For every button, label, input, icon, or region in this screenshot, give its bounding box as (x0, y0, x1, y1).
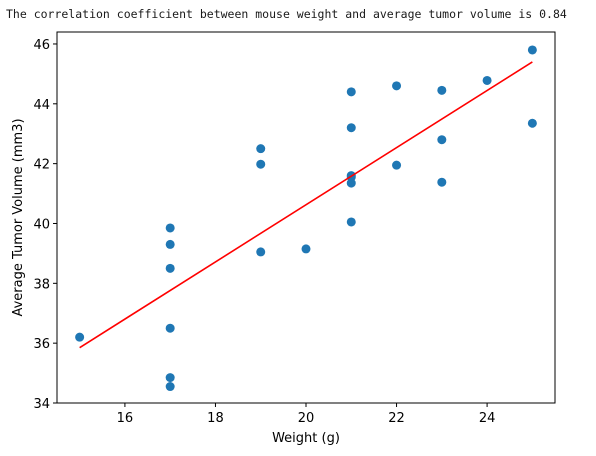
points-layer (75, 45, 537, 392)
plot-frame (56, 31, 556, 404)
data-point (75, 332, 85, 342)
data-point (165, 239, 175, 249)
data-point (346, 217, 356, 227)
data-point (437, 135, 447, 145)
data-point (256, 159, 266, 169)
data-point (527, 118, 537, 128)
data-point (165, 263, 175, 273)
x-tick-label: 22 (388, 411, 405, 426)
x-tick-label: 18 (207, 411, 224, 426)
y-axis-label: Average Tumor Volume (mm3) (11, 118, 26, 316)
data-point (392, 81, 402, 91)
y-tick-label: 46 (33, 38, 50, 53)
data-point (346, 178, 356, 188)
y-tick-label: 42 (33, 158, 50, 173)
data-point (256, 247, 266, 257)
x-tick-label: 16 (117, 411, 134, 426)
data-point (346, 87, 356, 97)
data-point (392, 160, 402, 170)
data-point (256, 144, 266, 154)
data-point (527, 45, 537, 55)
y-axis-ticks: 34 36 38 40 42 44 46 (33, 38, 57, 412)
output-text: The correlation coefficient between mous… (6, 7, 567, 21)
data-point (301, 244, 311, 254)
data-point (165, 323, 175, 333)
regression-line (79, 61, 533, 349)
y-tick-label: 40 (33, 217, 50, 232)
y-tick-label: 44 (33, 98, 50, 113)
data-point (165, 373, 175, 383)
regression-line-layer (79, 61, 533, 349)
data-point (482, 75, 492, 85)
data-point (346, 123, 356, 133)
x-axis-label: Weight (g) (272, 431, 340, 446)
y-tick-label: 36 (33, 337, 50, 352)
data-point (165, 223, 175, 233)
x-tick-label: 20 (298, 411, 315, 426)
x-axis-ticks: 16 18 20 22 24 (117, 403, 496, 426)
data-point (437, 177, 447, 187)
y-tick-label: 38 (33, 277, 50, 292)
x-tick-label: 24 (479, 411, 496, 426)
data-point (437, 85, 447, 95)
y-tick-label: 34 (33, 397, 50, 412)
data-point (165, 382, 175, 392)
